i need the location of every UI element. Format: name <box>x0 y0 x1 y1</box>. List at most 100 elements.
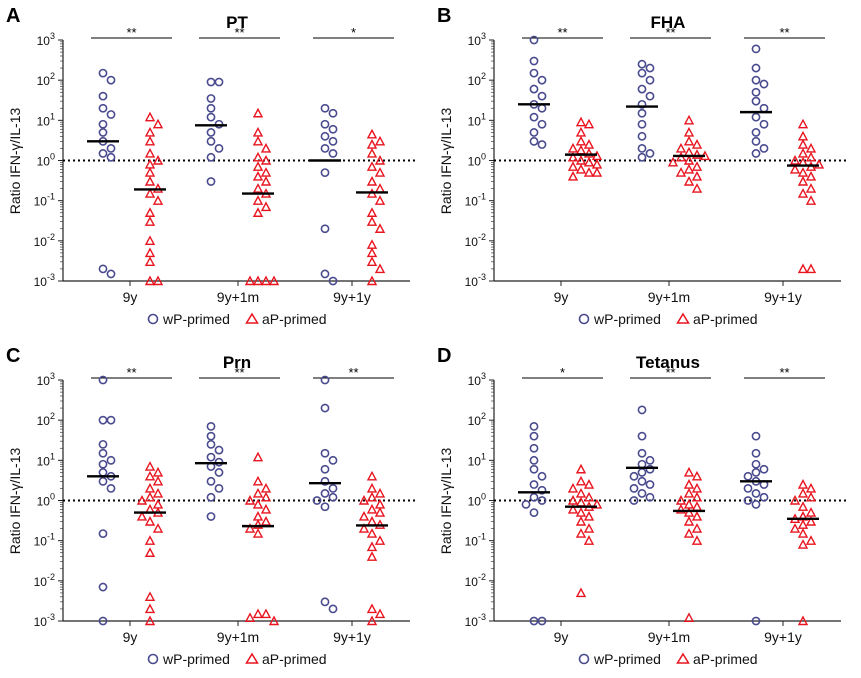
ap-primed-point <box>374 223 386 233</box>
wp-primed-point <box>751 468 761 477</box>
legend-wp-marker <box>578 653 590 665</box>
chart-title: Prn <box>223 353 251 372</box>
ap-primed-point <box>797 519 809 529</box>
y-tick-label: 103 <box>468 31 486 48</box>
wp-primed-point <box>206 431 216 441</box>
wp-primed-point <box>98 468 108 477</box>
wp-primed-point <box>98 582 108 592</box>
wp-primed-point <box>206 492 216 502</box>
wp-primed-point <box>751 96 761 106</box>
ap-primed-point <box>260 201 272 212</box>
wp-primed-point <box>98 415 108 425</box>
ap-primed-point <box>366 528 378 538</box>
wp-primed-point <box>637 99 647 109</box>
ap-primed-point <box>260 516 272 526</box>
wp-primed-point <box>98 459 108 469</box>
y-tick-exponent: 0 <box>481 152 486 162</box>
ap-primed-point <box>252 475 264 486</box>
ap-primed-point <box>252 487 264 498</box>
legend-ap-label: aP-primed <box>693 311 758 327</box>
wp-primed-point <box>206 94 216 103</box>
ap-primed-point <box>366 239 378 249</box>
ap-primed-point <box>683 516 695 526</box>
wp-primed-point <box>629 484 639 493</box>
wp-primed-point <box>759 119 769 129</box>
ap-primed-point <box>667 156 679 167</box>
y-tick-exponent: -1 <box>478 192 486 202</box>
wp-primed-point <box>645 91 655 101</box>
y-tick-label: 100 <box>468 492 486 509</box>
ap-primed-point <box>797 167 809 177</box>
y-tick-label: 10-3 <box>34 612 55 629</box>
y-tick-label: 100 <box>37 492 55 509</box>
wp-primed-point <box>751 448 761 458</box>
y-tick-label: 102 <box>468 411 486 428</box>
ap-primed-point <box>805 516 817 526</box>
ap-primed-point <box>683 146 695 157</box>
ap-primed-point <box>575 135 587 146</box>
y-tick-base: 10 <box>37 414 51 428</box>
ap-primed-point <box>260 142 272 153</box>
ap-primed-point <box>268 615 280 626</box>
ap-primed-point <box>152 155 164 165</box>
wp-primed-point <box>106 455 116 465</box>
wp-primed-point <box>759 492 769 502</box>
y-tick-base: 10 <box>465 535 479 549</box>
y-tick-exponent: 3 <box>481 371 486 381</box>
x-tick-label: 9y <box>554 629 569 645</box>
ap-primed-point <box>683 163 695 174</box>
wp-primed-point <box>645 75 655 85</box>
ap-primed-point <box>358 495 370 505</box>
wp-primed-point <box>98 439 108 449</box>
y-tick-base: 10 <box>37 155 51 169</box>
ap-primed-point <box>691 470 703 481</box>
ap-primed-point <box>366 207 378 217</box>
ap-primed-point <box>575 528 587 538</box>
y-tick-exponent: 0 <box>50 492 55 502</box>
ap-primed-point <box>252 528 264 538</box>
wp-primed-point <box>637 152 647 162</box>
wp-primed-point <box>637 489 647 498</box>
ap-primed-point <box>374 263 386 274</box>
y-tick-exponent: -3 <box>47 612 55 622</box>
wp-primed-point <box>328 604 338 614</box>
ap-primed-point <box>805 491 817 502</box>
y-tick-label: 10-1 <box>34 532 55 549</box>
significance-label: ** <box>126 25 136 40</box>
y-tick-base: 10 <box>468 114 482 128</box>
wp-primed-point <box>751 87 761 97</box>
y-tick-base: 10 <box>465 235 479 249</box>
wp-primed-point <box>751 149 761 158</box>
ap-primed-point <box>691 482 703 493</box>
legend-ap-marker <box>245 652 259 664</box>
y-axis-label: Ratio IFN-γ/IL-13 <box>7 447 23 554</box>
ap-primed-point <box>252 151 264 162</box>
wp-primed-point <box>529 480 539 489</box>
ap-primed-point <box>366 491 378 502</box>
ap-primed-point <box>683 498 695 509</box>
y-tick-label: 103 <box>37 31 55 48</box>
ap-primed-point <box>244 612 256 623</box>
wp-primed-point <box>645 480 655 489</box>
y-tick-label: 103 <box>37 371 55 388</box>
legend-ap-marker <box>676 312 690 324</box>
ap-primed-point <box>797 188 809 198</box>
ap-primed-point <box>252 161 264 171</box>
ap-primed-point <box>567 170 579 181</box>
ap-primed-point <box>575 163 587 174</box>
significance-label: ** <box>665 25 675 40</box>
ap-primed-point <box>252 451 264 462</box>
ap-primed-point <box>144 547 156 557</box>
ap-primed-point <box>797 130 809 141</box>
ap-primed-point <box>797 479 809 489</box>
ap-primed-point <box>683 466 695 477</box>
wp-primed-point <box>98 103 108 113</box>
y-tick-label: 10-3 <box>465 272 486 289</box>
ap-primed-point <box>136 510 148 521</box>
wp-primed-point <box>206 103 216 113</box>
wp-primed-point <box>320 269 330 279</box>
wp-primed-point <box>320 489 330 498</box>
